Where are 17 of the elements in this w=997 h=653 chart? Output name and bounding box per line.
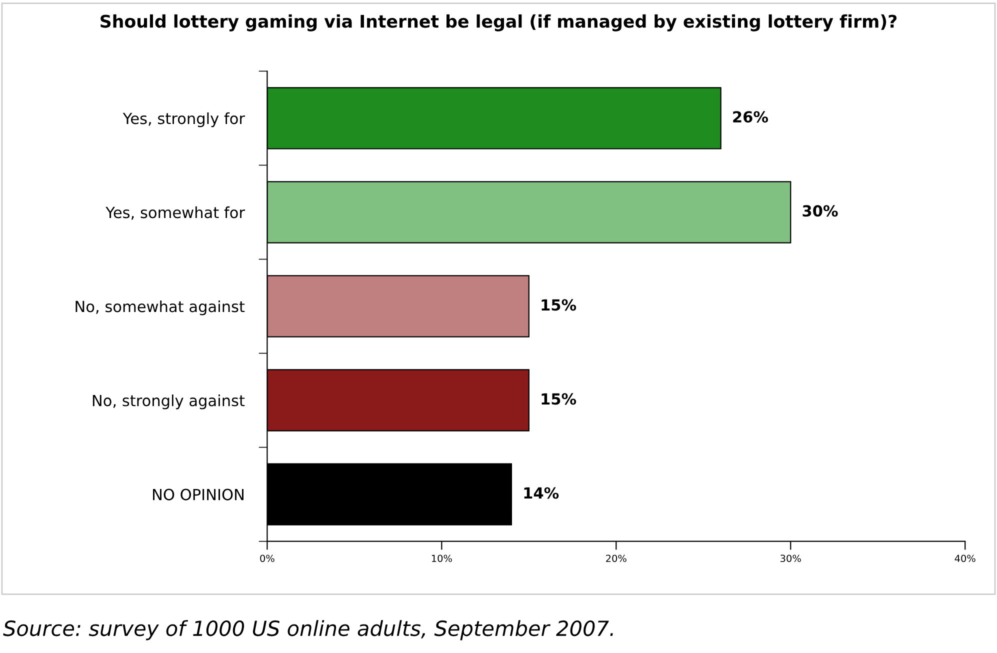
data-label: 14% <box>524 487 559 499</box>
y-tick-label: Yes, somewhat for <box>106 206 245 220</box>
y-tick-label: Yes, strongly for <box>122 112 245 128</box>
x-tick-label: 40% <box>954 554 976 562</box>
chart-title: Should lottery gaming via Internet be legal (if managed by existing lottery firm)? <box>100 14 897 32</box>
x-tick-label: 10% <box>432 554 452 562</box>
x-tick-label: 0% <box>260 554 274 562</box>
data-label: 15% <box>542 393 576 405</box>
y-tick-label: No, strongly against <box>92 394 245 410</box>
x-tick-label: 20% <box>606 554 626 562</box>
y-tick-label: NO OPINION <box>153 488 244 500</box>
source-note: Source: survey of 1000 US online adults, September 2007. <box>3 620 613 640</box>
data-label: 15% <box>542 299 576 311</box>
data-label: 30% <box>802 205 838 217</box>
x-tick-label: 30% <box>780 554 801 562</box>
data-label: 26% <box>733 111 768 123</box>
y-tick-label: No, somewhat against <box>76 300 245 316</box>
